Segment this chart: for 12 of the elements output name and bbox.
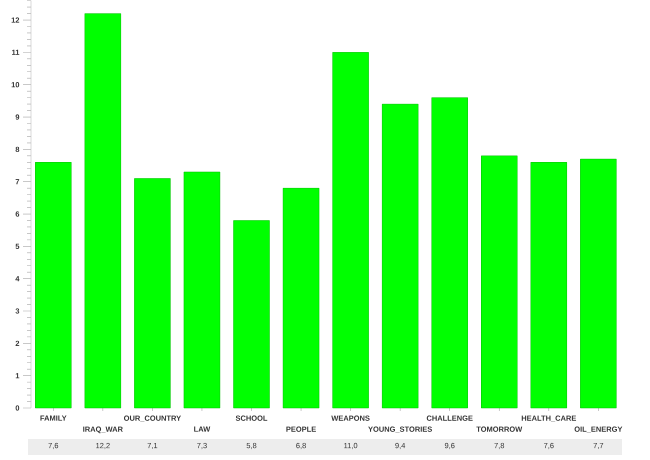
bar xyxy=(184,172,220,408)
bar xyxy=(233,220,270,408)
bar xyxy=(530,162,568,408)
bar xyxy=(382,104,418,408)
bar xyxy=(84,13,122,408)
bar xyxy=(35,162,72,408)
bar xyxy=(580,158,617,408)
bar xyxy=(431,97,468,408)
bar xyxy=(481,156,518,408)
bar xyxy=(282,188,320,408)
bar xyxy=(332,52,369,408)
bar xyxy=(134,178,171,408)
